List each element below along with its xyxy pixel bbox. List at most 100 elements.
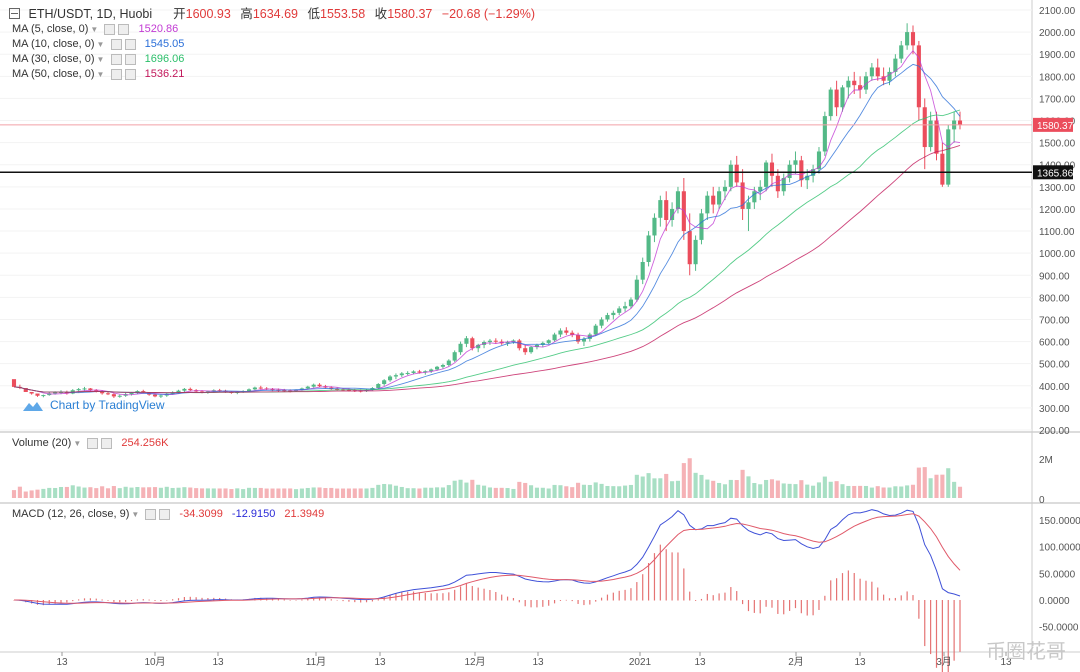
ma50-label[interactable]: MA (50, close, 0) [12, 68, 95, 80]
close-icon[interactable] [101, 437, 113, 449]
settings-icon[interactable] [110, 53, 122, 65]
volume-bar [417, 488, 422, 498]
price-pane[interactable] [0, 0, 1032, 432]
volume-bar [376, 484, 381, 498]
volume-bar [605, 485, 610, 498]
ma5-label[interactable]: MA (5, close, 0) [12, 23, 89, 35]
candle [799, 155, 804, 187]
volume-bar [552, 484, 557, 498]
settings-icon[interactable] [104, 23, 116, 35]
chevron-down-icon[interactable]: ▼ [96, 40, 105, 49]
close-icon[interactable] [124, 38, 136, 50]
volume-legend[interactable]: Volume (20) ▼ 254.256K [12, 437, 168, 449]
ma10-legend[interactable]: MA (10, close, 0) ▼ 1545.05 [12, 38, 184, 50]
volume-bar [675, 480, 681, 498]
candle [869, 63, 874, 81]
time-tick-label: 13 [854, 657, 866, 668]
volume-bar [382, 483, 387, 498]
macd-label[interactable]: MACD (12, 26, close, 9) [12, 508, 130, 520]
candle [41, 394, 46, 398]
candle-body [728, 164, 733, 187]
ma50-value: 1536.21 [144, 68, 185, 80]
candle-body [305, 386, 310, 389]
volume-bar [722, 484, 728, 498]
candle-body [828, 89, 833, 117]
close-icon[interactable] [124, 53, 136, 65]
candle [734, 155, 739, 187]
ma5-legend[interactable]: MA (5, close, 0) ▼ 1520.86 [12, 23, 178, 35]
volume-bar [364, 488, 369, 498]
symbol-title[interactable]: ETH/USDT, 1D, Huobi [28, 7, 153, 21]
volume-bar [188, 487, 193, 498]
candle-body [875, 67, 880, 77]
line-price-badge [1033, 165, 1073, 180]
volume-bar [529, 485, 534, 498]
volume-bar [152, 487, 158, 498]
candle-body [270, 389, 275, 391]
candle-body [816, 151, 822, 170]
chevron-down-icon[interactable]: ▼ [96, 55, 105, 64]
tradingview-brand[interactable]: Chart by TradingView [22, 398, 165, 413]
settings-icon[interactable] [110, 68, 122, 80]
candle-body [787, 164, 792, 178]
ma30-label[interactable]: MA (30, close, 0) [12, 53, 95, 65]
macd-series [13, 509, 961, 672]
horizontal-lines[interactable]: 1580.37 1365.86 [0, 117, 1074, 180]
chevron-down-icon[interactable]: ▼ [96, 70, 105, 79]
open-label: 开 [173, 7, 186, 21]
candle [664, 191, 669, 232]
candle-body [734, 164, 739, 183]
candle-body [434, 366, 440, 370]
volume-bar [194, 488, 199, 498]
volume-bar [199, 488, 205, 498]
close-icon[interactable] [124, 68, 136, 80]
volume-bar [358, 488, 363, 498]
volume-label[interactable]: Volume (20) [12, 437, 72, 449]
candle [658, 195, 663, 227]
chevron-down-icon[interactable]: ▼ [90, 25, 99, 34]
close-icon[interactable] [118, 23, 130, 35]
candle [617, 306, 622, 316]
candle-body [182, 388, 187, 391]
volume-bar [781, 483, 786, 498]
candle [158, 394, 163, 398]
candle [523, 344, 528, 355]
ma50-legend[interactable]: MA (50, close, 0) ▼ 1536.21 [12, 68, 184, 80]
candle-body [376, 384, 381, 388]
tradingview-label[interactable]: Chart by TradingView [50, 398, 165, 412]
settings-icon[interactable] [87, 437, 99, 449]
ma30-legend[interactable]: MA (30, close, 0) ▼ 1696.06 [12, 53, 184, 65]
candle-body [53, 392, 58, 394]
candle-body [652, 217, 657, 236]
volume-bar [205, 488, 210, 498]
chevron-down-icon[interactable]: ▼ [131, 510, 140, 519]
time-axis[interactable]: 13 10月 13 11月 13 12月 13 2021 13 2月 13 3月 13 [56, 652, 1012, 668]
chevron-down-icon[interactable]: ▼ [73, 439, 82, 448]
macd-legend[interactable]: MACD (12, 26, close, 9) ▼ -34.3099 -12.91… [12, 508, 324, 520]
volume-bar [335, 488, 340, 498]
candle-body [928, 120, 933, 148]
candle-body [29, 391, 34, 394]
candle [675, 186, 681, 214]
candle-body [82, 388, 87, 390]
candle-body [805, 175, 810, 181]
volume-bar [11, 490, 17, 498]
candle [599, 317, 604, 329]
ma10-label[interactable]: MA (10, close, 0) [12, 38, 95, 50]
volume-bar [764, 479, 769, 498]
candle-body [417, 371, 422, 373]
candle-body [552, 334, 557, 341]
volume-bar [452, 480, 457, 498]
candle-body [158, 395, 163, 397]
menu-icon[interactable] [9, 8, 20, 19]
volume-bar [517, 481, 522, 498]
close-icon[interactable] [159, 508, 171, 520]
candle [705, 191, 710, 220]
candle-body [41, 395, 46, 397]
candle-body [523, 348, 528, 353]
settings-icon[interactable] [110, 38, 122, 50]
settings-icon[interactable] [145, 508, 157, 520]
volume-bar [329, 487, 334, 498]
volume-bar [70, 485, 75, 498]
